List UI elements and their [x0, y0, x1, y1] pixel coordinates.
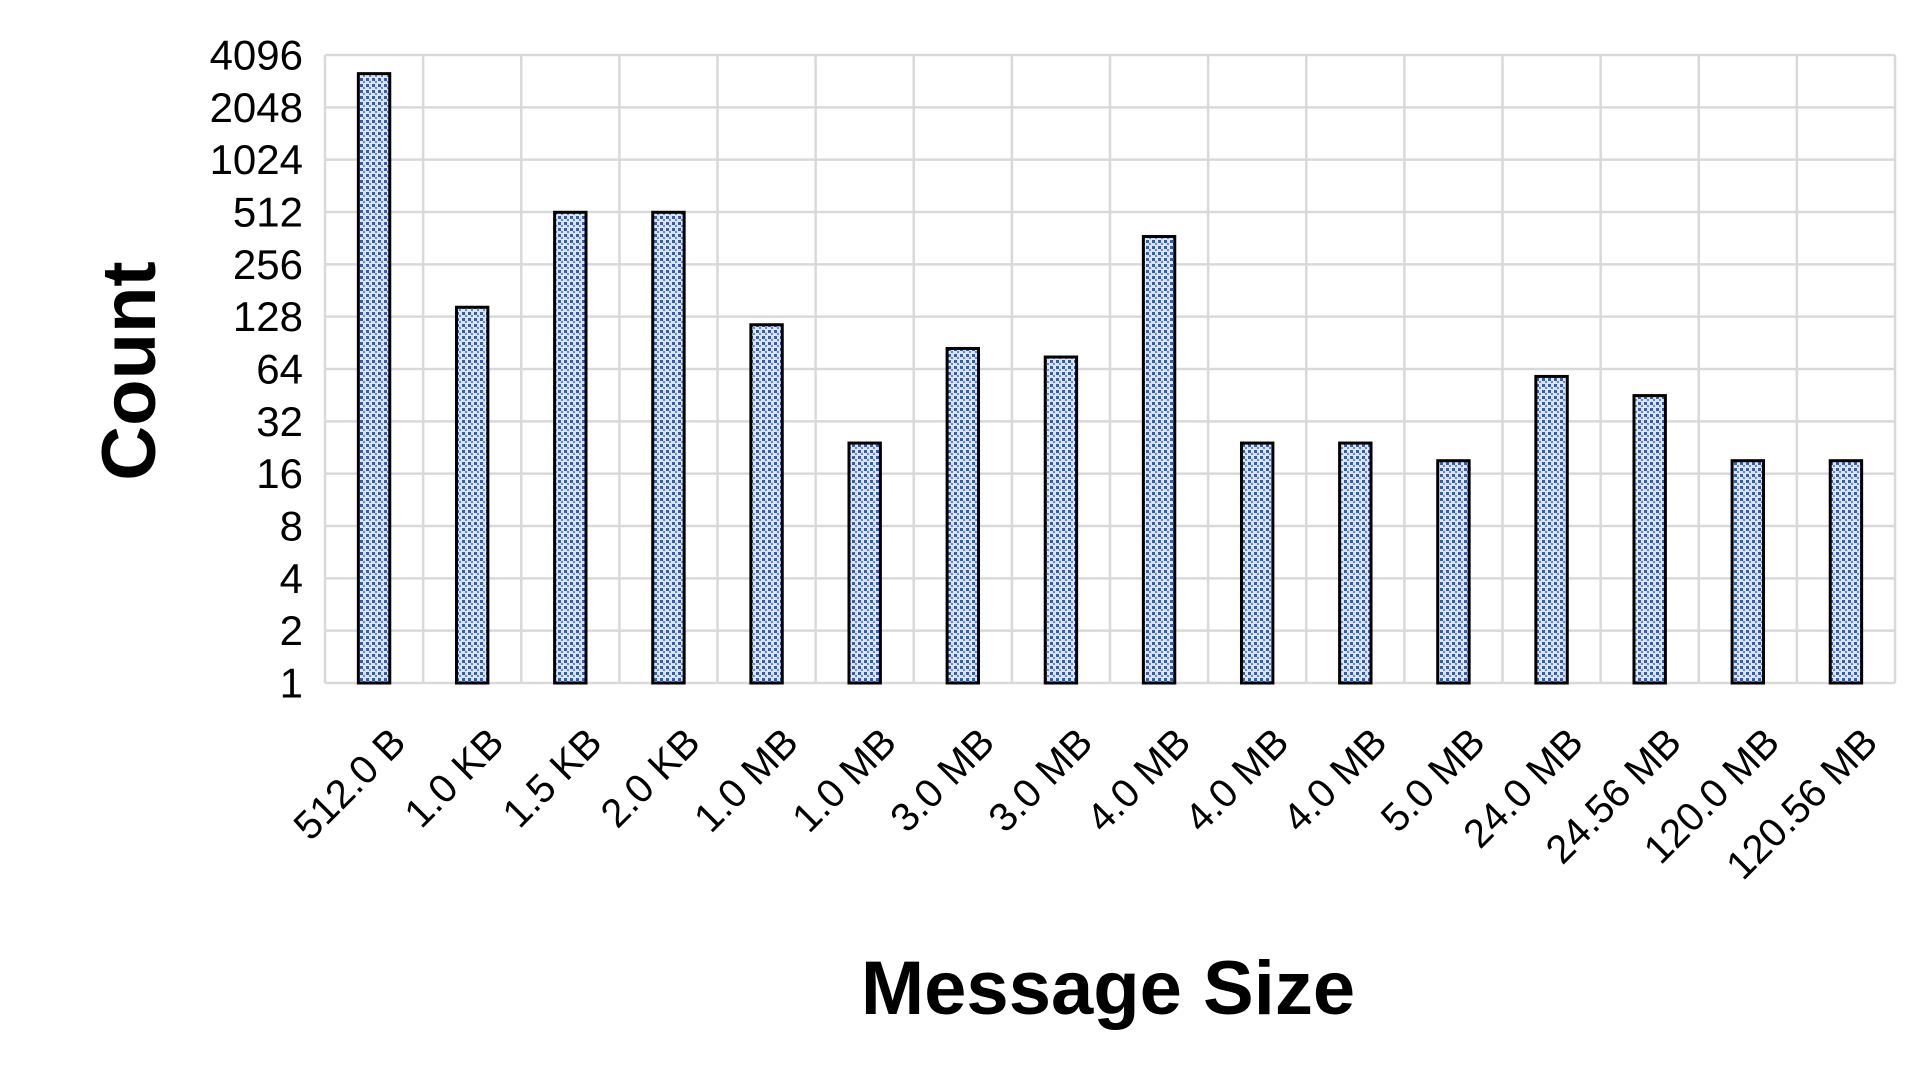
bar: [1632, 394, 1667, 685]
bar: [847, 441, 882, 685]
y-tick-label: 16: [256, 450, 303, 497]
y-tick-label: 2048: [210, 84, 303, 131]
y-tick-label: 4: [280, 555, 303, 602]
x-axis-ticks: 512.0 B1.0 KB1.5 KB2.0 KB1.0 MB1.0 MB3.0…: [286, 720, 1886, 888]
y-tick-label: 1024: [210, 136, 303, 183]
bar: [1828, 459, 1864, 685]
x-tick-label: 3.0 MB: [882, 720, 1003, 841]
y-tick-label: 512: [233, 189, 303, 236]
x-axis-title: Message Size: [861, 946, 1355, 1031]
bar: [945, 346, 981, 685]
x-tick-label: 1.0 KB: [396, 720, 512, 836]
bar: [454, 305, 490, 685]
bar: [356, 72, 392, 685]
y-axis-ticks: 1 2 4 8 16 32 64 128 256 512 1024 2048 4096: [210, 32, 303, 707]
y-tick-label: 2: [280, 607, 303, 654]
y-axis-title: Count: [87, 261, 172, 480]
x-tick-label: 2.0 KB: [593, 720, 709, 836]
y-tick-label: 64: [256, 346, 303, 393]
y-tick-label: 8: [280, 503, 303, 550]
bar: [553, 210, 588, 685]
y-tick-label: 32: [256, 398, 303, 445]
y-tick-label: 4096: [210, 32, 303, 79]
x-tick-label: 4.0 MB: [1079, 720, 1200, 841]
y-tick-label: 128: [233, 293, 303, 340]
bar: [1338, 441, 1373, 685]
bar: [651, 210, 686, 685]
bars: [356, 72, 1864, 685]
x-tick-label: 1.0 MB: [784, 720, 905, 841]
bar: [1239, 441, 1275, 685]
x-tick-label: 4.0 MB: [1275, 720, 1396, 841]
bar: [1730, 459, 1766, 685]
x-tick-label: 3.0 MB: [980, 720, 1101, 841]
y-tick-label: 256: [233, 241, 303, 288]
bar: [1141, 235, 1177, 685]
bar: [1436, 459, 1471, 685]
x-tick-label: 512.0 B: [286, 720, 415, 849]
y-tick-label: 1: [280, 660, 303, 707]
x-tick-label: 1.0 MB: [686, 720, 807, 841]
x-tick-label: 1.5 KB: [494, 720, 610, 836]
bar: [749, 323, 784, 685]
x-tick-label: 4.0 MB: [1177, 720, 1298, 841]
bar: [1534, 374, 1569, 685]
bar: [1043, 355, 1079, 685]
